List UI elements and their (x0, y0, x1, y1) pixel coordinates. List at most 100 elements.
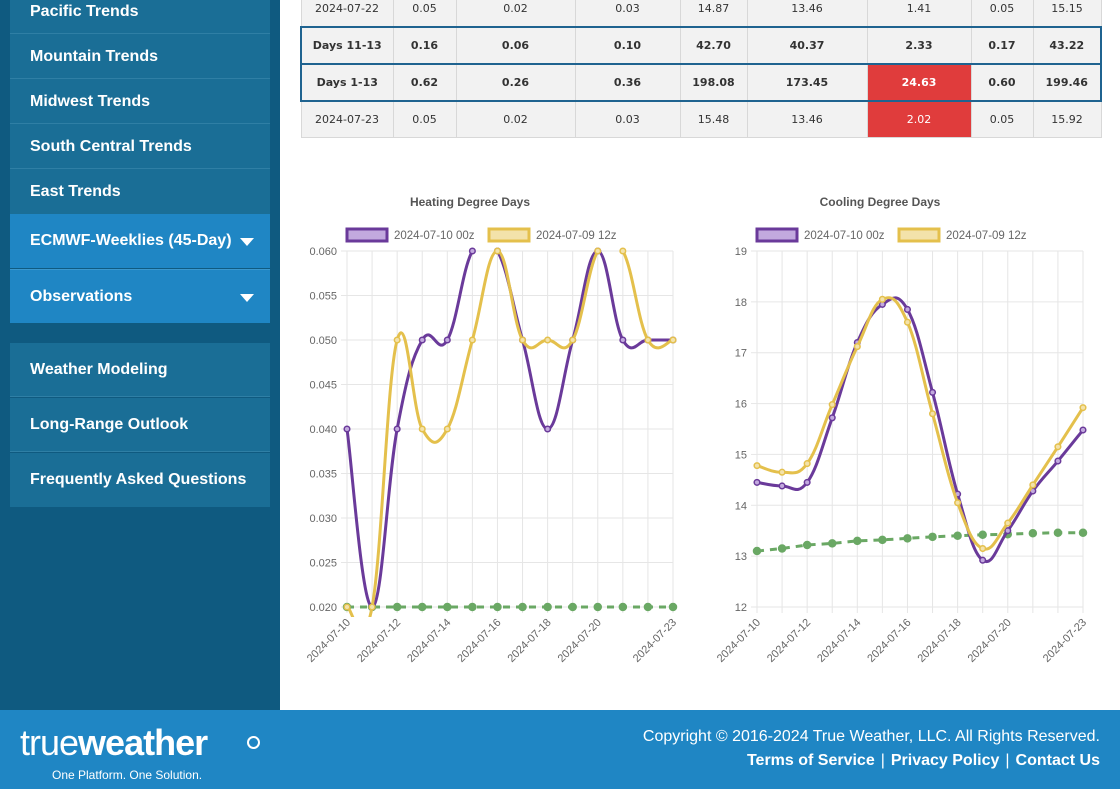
y-tick-label: 18 (735, 297, 747, 309)
chevron-down-icon[interactable] (240, 294, 254, 302)
data-point (1054, 443, 1062, 451)
x-tick-label: 2024-07-20 (556, 617, 604, 665)
table-cell: 13.46 (746, 0, 868, 28)
cdd-chart-svg: Cooling Degree Days 2024-07-10 00z 2024-07… (715, 195, 1089, 665)
y-tick-label: 0.035 (309, 469, 337, 481)
x-tick-label: 2024-07-14 (815, 617, 863, 665)
data-point (1028, 529, 1038, 538)
table-cell: 0.02 (455, 100, 576, 138)
y-tick-label: 19 (735, 246, 747, 258)
trueweather-logo[interactable]: trueweather One Platform. One Solution. (20, 720, 280, 782)
table-cell: 42.70 (679, 26, 748, 65)
table-cell: 0.26 (455, 63, 576, 102)
table-cell: 0.02 (455, 0, 576, 28)
y-tick-label: 0.040 (309, 424, 337, 436)
nav-item-weather-modeling[interactable]: Weather Modeling (10, 343, 270, 397)
trends-nav-group: Pacific Trends Mountain Trends Midwest T… (10, 0, 270, 214)
privacy-policy-link[interactable]: Privacy Policy (890, 752, 1000, 769)
data-point (828, 414, 836, 422)
nav-item-east-trends[interactable]: East Trends (30, 183, 121, 200)
cdd-chart: Cooling Degree Days 2024-07-10 00z 2024-07… (700, 185, 1120, 685)
data-point (343, 425, 351, 433)
data-point (594, 247, 602, 255)
y-tick-label: 0.025 (309, 558, 337, 570)
table-cell: 24.63 (866, 63, 972, 102)
data-point (618, 602, 628, 612)
y-tick-label: 14 (735, 500, 747, 512)
data-point (1054, 457, 1062, 465)
data-point (493, 602, 502, 612)
y-tick-label: 0.060 (309, 246, 337, 258)
data-point (1029, 481, 1037, 489)
data-point (669, 336, 677, 344)
legend-swatch (755, 227, 799, 243)
data-point (928, 532, 937, 542)
y-tick-label: 12 (735, 602, 747, 614)
table-cell: 2.33 (866, 26, 972, 65)
data-point (828, 401, 836, 409)
table-cell: 1.41 (866, 0, 972, 28)
x-tick-label: 2024-07-20 (966, 617, 1014, 665)
nav-item-faq[interactable]: Frequently Asked Questions (10, 453, 270, 507)
data-point (979, 556, 987, 564)
table-cell: 0.36 (574, 63, 681, 102)
footer: trueweather One Platform. One Solution. … (0, 710, 1120, 789)
y-tick-label: 0.020 (309, 602, 337, 614)
data-point (928, 410, 937, 418)
series-line (756, 296, 1085, 551)
y-tick-label: 0.055 (309, 291, 337, 303)
data-point (853, 343, 861, 351)
nav-item-midwest-trends[interactable]: Midwest Trends (10, 79, 270, 124)
chevron-down-icon[interactable] (240, 238, 254, 246)
data-point (778, 468, 786, 476)
x-tick-label: 2024-07-10 (715, 617, 763, 665)
footer-links: Terms of Service | Privacy Policy | Contact … (747, 752, 1100, 770)
nav-item-ecmwf-weeklies[interactable]: ECMWF-Weeklies (45-Day) (10, 214, 270, 268)
data-point (753, 478, 761, 486)
nav-item-pacific-trends[interactable]: Pacific Trends (10, 0, 270, 34)
contact-us-link[interactable]: Contact Us (1015, 752, 1100, 769)
legend-swatch (897, 227, 941, 243)
nav-ecmwf-label: ECMWF-Weeklies (45-Day) (30, 232, 232, 249)
data-point (903, 534, 912, 543)
x-tick-label: 2024-07-10 (305, 617, 353, 665)
data-point (418, 425, 426, 433)
table-cell: 173.45 (746, 63, 868, 102)
data-point (518, 336, 527, 344)
data-point (1079, 404, 1087, 412)
series-line (345, 251, 674, 617)
legend-label: 2024-07-10 00z (804, 230, 885, 242)
table-cell: 0.16 (392, 26, 457, 65)
data-point (643, 602, 653, 612)
data-point (443, 425, 451, 433)
x-tick-label: 2024-07-18 (505, 617, 553, 665)
nav-item-observations[interactable]: Observations (10, 269, 270, 323)
data-point (1004, 527, 1012, 535)
table-cell: 0.10 (574, 26, 681, 65)
data-point (928, 388, 937, 396)
table-cell: 2.02 (866, 100, 972, 138)
table-row: Days 1-13 0.62 0.26 0.36 198.08 173.45 24.63 0.… (300, 63, 1102, 102)
y-tick-label: 0.030 (309, 513, 337, 525)
copyright-text: Copyright © 2016-2024 True Weather, LLC.… (642, 728, 1100, 745)
data-point (418, 336, 426, 344)
nav-item-long-range-outlook[interactable]: Long-Range Outlook (10, 398, 270, 452)
data-point (777, 544, 787, 553)
terms-of-service-link[interactable]: Terms of Service (746, 752, 875, 769)
data-point (393, 425, 401, 433)
table-row: 2024-07-23 0.05 0.02 0.03 15.48 13.46 2.02 0.05… (300, 100, 1102, 138)
nav-observations-label: Observations (30, 288, 133, 305)
x-tick-label: 2024-07-23 (631, 617, 679, 665)
nav-item-south-central-trends[interactable]: South Central Trends (10, 124, 270, 169)
row-label: 2024-07-22 (300, 0, 394, 28)
table-cell: 0.05 (970, 100, 1034, 138)
data-point (753, 462, 761, 470)
data-point (619, 247, 627, 255)
y-tick-label: 0.050 (309, 335, 337, 347)
nav-item-mountain-trends[interactable]: Mountain Trends (10, 34, 270, 79)
data-point (468, 247, 476, 255)
table-cell: 14.87 (679, 0, 748, 28)
data-point (1079, 426, 1087, 434)
data-point (443, 602, 452, 612)
table-cell: 0.03 (574, 0, 681, 28)
